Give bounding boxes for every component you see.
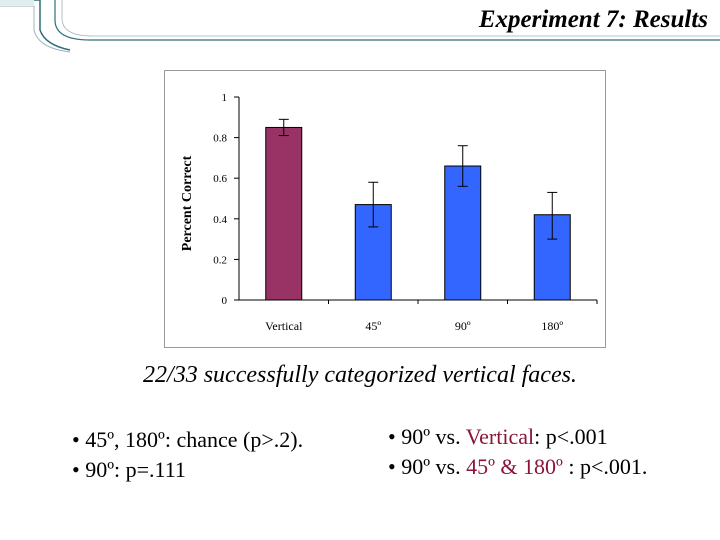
bullet-prefix: • 90º vs. (388, 454, 467, 479)
bullet-item: • 90º vs. Vertical: p<.001 (388, 422, 647, 452)
bar (444, 165, 482, 301)
x-tick-label: 180º (541, 319, 563, 333)
bar (265, 126, 303, 301)
bullet-suffix: : p<.001. (562, 454, 648, 479)
bullet-list-left: • 45º, 180º: chance (p>.2). • 90º: p=.11… (72, 425, 303, 485)
y-tick-label: 0 (222, 295, 228, 307)
y-tick-label: 0.2 (213, 254, 227, 266)
bullet-item: • 90º: p=.111 (72, 457, 186, 482)
slide-title: Experiment 7: Results (478, 6, 708, 33)
y-tick-label: 0.4 (213, 214, 227, 226)
bullet-item: • 90º vs. 45º & 180º : p<.001. (388, 452, 647, 482)
x-tick-label: 90º (455, 319, 471, 333)
bullet-list-right: • 90º vs. Vertical: p<.001 • 90º vs. 45º… (388, 422, 647, 482)
bullet-suffix: : p<.001 (534, 424, 608, 449)
y-tick-label: 1 (222, 92, 228, 104)
y-tick-label: 0.8 (213, 133, 227, 145)
bullet-accent: 45º & 180º (466, 454, 563, 479)
bar-chart: 0 0.2 0.4 0.6 0.8 1 Percent Correct Vertical 45º… (180, 92, 598, 333)
caption: 22/33 successfully categorized vertical … (143, 362, 577, 388)
y-tick-label: 0.6 (213, 173, 227, 185)
background-decoration (0, 0, 720, 53)
x-tick-label: 45º (365, 319, 381, 333)
bar (533, 214, 571, 301)
y-axis-title: Percent Correct (180, 155, 195, 251)
bullet-item: • 45º, 180º: chance (p>.2). (72, 427, 304, 452)
bullet-accent: Vertical (465, 424, 535, 449)
x-tick-label: Vertical (265, 319, 303, 333)
chart-container: 0 0.2 0.4 0.6 0.8 1 Percent Correct Vertical 45º… (164, 70, 606, 348)
bullet-prefix: • 90º vs. (388, 424, 466, 449)
